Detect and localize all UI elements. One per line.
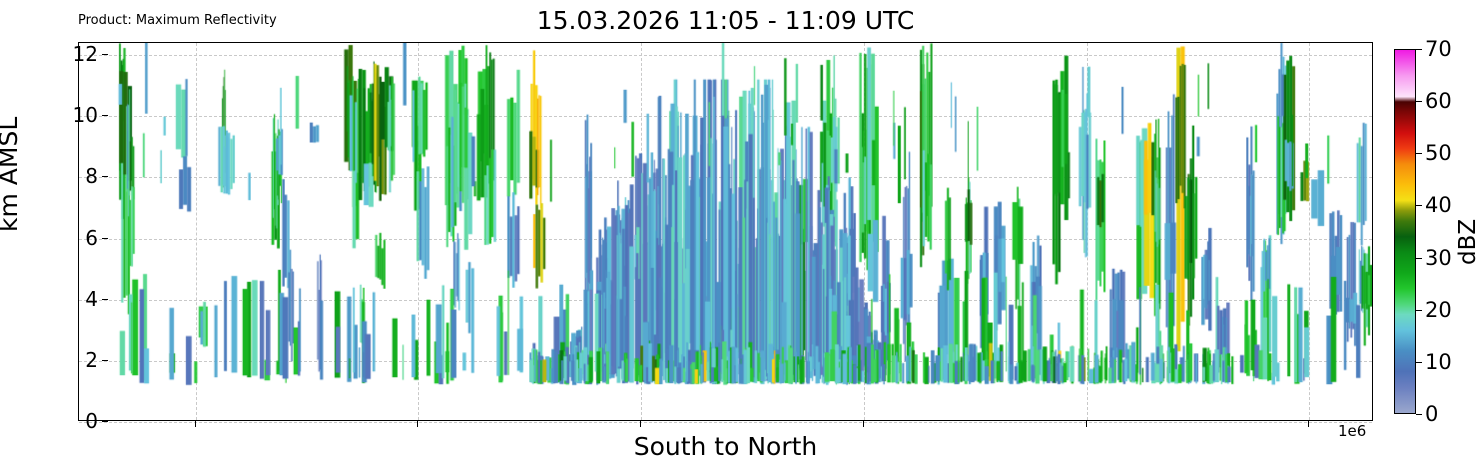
page-title: 15.03.2026 11:05 - 11:09 UTC [536, 6, 915, 35]
colorbar-tick [1416, 414, 1422, 415]
y-axis-tick [102, 237, 108, 239]
colorbar-tick [1416, 309, 1422, 311]
colorbar-gradient [1394, 49, 1416, 414]
y-axis-tick-label: 12 [72, 42, 98, 67]
colorbar-tick [1416, 361, 1422, 363]
x-axis-tick [640, 421, 642, 427]
y-axis-label: km AMSL [0, 116, 23, 232]
x-axis-offset-text: 1e6 [1338, 422, 1367, 440]
y-axis-tick [102, 421, 108, 422]
y-axis-tick-label: 8 [85, 164, 98, 189]
y-axis-tick [102, 359, 108, 361]
plot-axes [78, 42, 1373, 423]
colorbar-tick-label: 20 [1425, 297, 1452, 322]
y-axis-tick-label: 0 [85, 409, 98, 433]
colorbar-tick [1416, 101, 1422, 103]
y-axis-tick-label: 2 [85, 347, 98, 372]
colorbar-tick-label: 50 [1425, 141, 1452, 166]
colorbar-tick [1416, 49, 1422, 50]
y-axis-tick [102, 115, 108, 117]
colorbar-tick [1416, 153, 1422, 155]
y-axis-tick-label: 4 [85, 286, 98, 311]
colorbar-tick-label: 40 [1425, 193, 1452, 218]
y-axis-tick [102, 54, 108, 56]
colorbar-tick-label: 70 [1425, 37, 1452, 61]
colorbar-tick-label: 60 [1425, 89, 1452, 114]
reflectivity-data-layer [79, 43, 1372, 420]
product-annotation: Product: Maximum Reflectivity [78, 13, 277, 28]
colorbar-tick-label: 10 [1425, 349, 1452, 374]
y-axis-tick-label: 6 [85, 225, 98, 250]
y-axis-tick [102, 298, 108, 300]
colorbar-tick-label: 30 [1425, 245, 1452, 270]
y-axis-tick [102, 176, 108, 178]
x-axis-tick [1085, 421, 1087, 427]
colorbar [1394, 49, 1416, 414]
y-axis-tick-label: 10 [72, 103, 98, 128]
x-axis-tick [194, 421, 196, 427]
colorbar-tick [1416, 205, 1422, 207]
colorbar-tick-label: 0 [1425, 402, 1439, 426]
x-axis-tick [417, 421, 419, 427]
x-axis-label: South to North [633, 432, 818, 461]
gridline-horizontal [79, 422, 1372, 423]
colorbar-title: dBZ [1455, 218, 1481, 265]
x-axis-tick [862, 421, 864, 427]
colorbar-tick [1416, 257, 1422, 259]
x-axis-tick [1308, 421, 1310, 427]
